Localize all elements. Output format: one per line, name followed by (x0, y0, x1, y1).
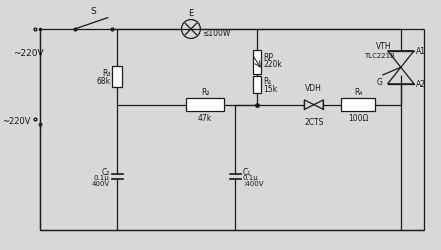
Bar (253, 76, 262, 94)
Text: 2CTS: 2CTS (304, 118, 324, 126)
Text: TLC221B: TLC221B (364, 52, 395, 58)
Text: 47k: 47k (198, 114, 212, 123)
Text: VTH: VTH (376, 42, 392, 50)
Text: C₂: C₂ (101, 168, 110, 176)
Text: S: S (91, 7, 97, 16)
Text: 400V: 400V (91, 180, 110, 186)
Text: :400V: :400V (243, 180, 263, 186)
Text: E: E (188, 9, 194, 18)
Text: 100Ω: 100Ω (348, 114, 369, 123)
Text: G: G (377, 78, 383, 86)
Bar (341, 99, 375, 112)
Text: 220k: 220k (263, 60, 282, 69)
Text: 0.1μ: 0.1μ (94, 175, 110, 181)
Text: VDH: VDH (306, 84, 322, 93)
Bar (253, 51, 262, 74)
Text: R₃: R₃ (102, 69, 111, 78)
Text: A2: A2 (416, 80, 426, 89)
Text: ~220V: ~220V (2, 116, 30, 125)
Text: R₄: R₄ (354, 88, 363, 97)
Text: R₂: R₂ (201, 88, 209, 97)
Text: 68k: 68k (97, 76, 111, 85)
Bar (112, 66, 122, 87)
Text: C₁: C₁ (243, 168, 251, 176)
Text: ≤100W: ≤100W (202, 29, 231, 38)
Bar (186, 99, 224, 112)
Text: A1: A1 (416, 47, 426, 56)
Text: ~220V: ~220V (13, 49, 44, 58)
Text: 15k: 15k (263, 84, 277, 93)
Text: R₁: R₁ (263, 77, 272, 86)
Text: RP: RP (263, 53, 273, 62)
Text: 0.1μ: 0.1μ (243, 175, 259, 181)
